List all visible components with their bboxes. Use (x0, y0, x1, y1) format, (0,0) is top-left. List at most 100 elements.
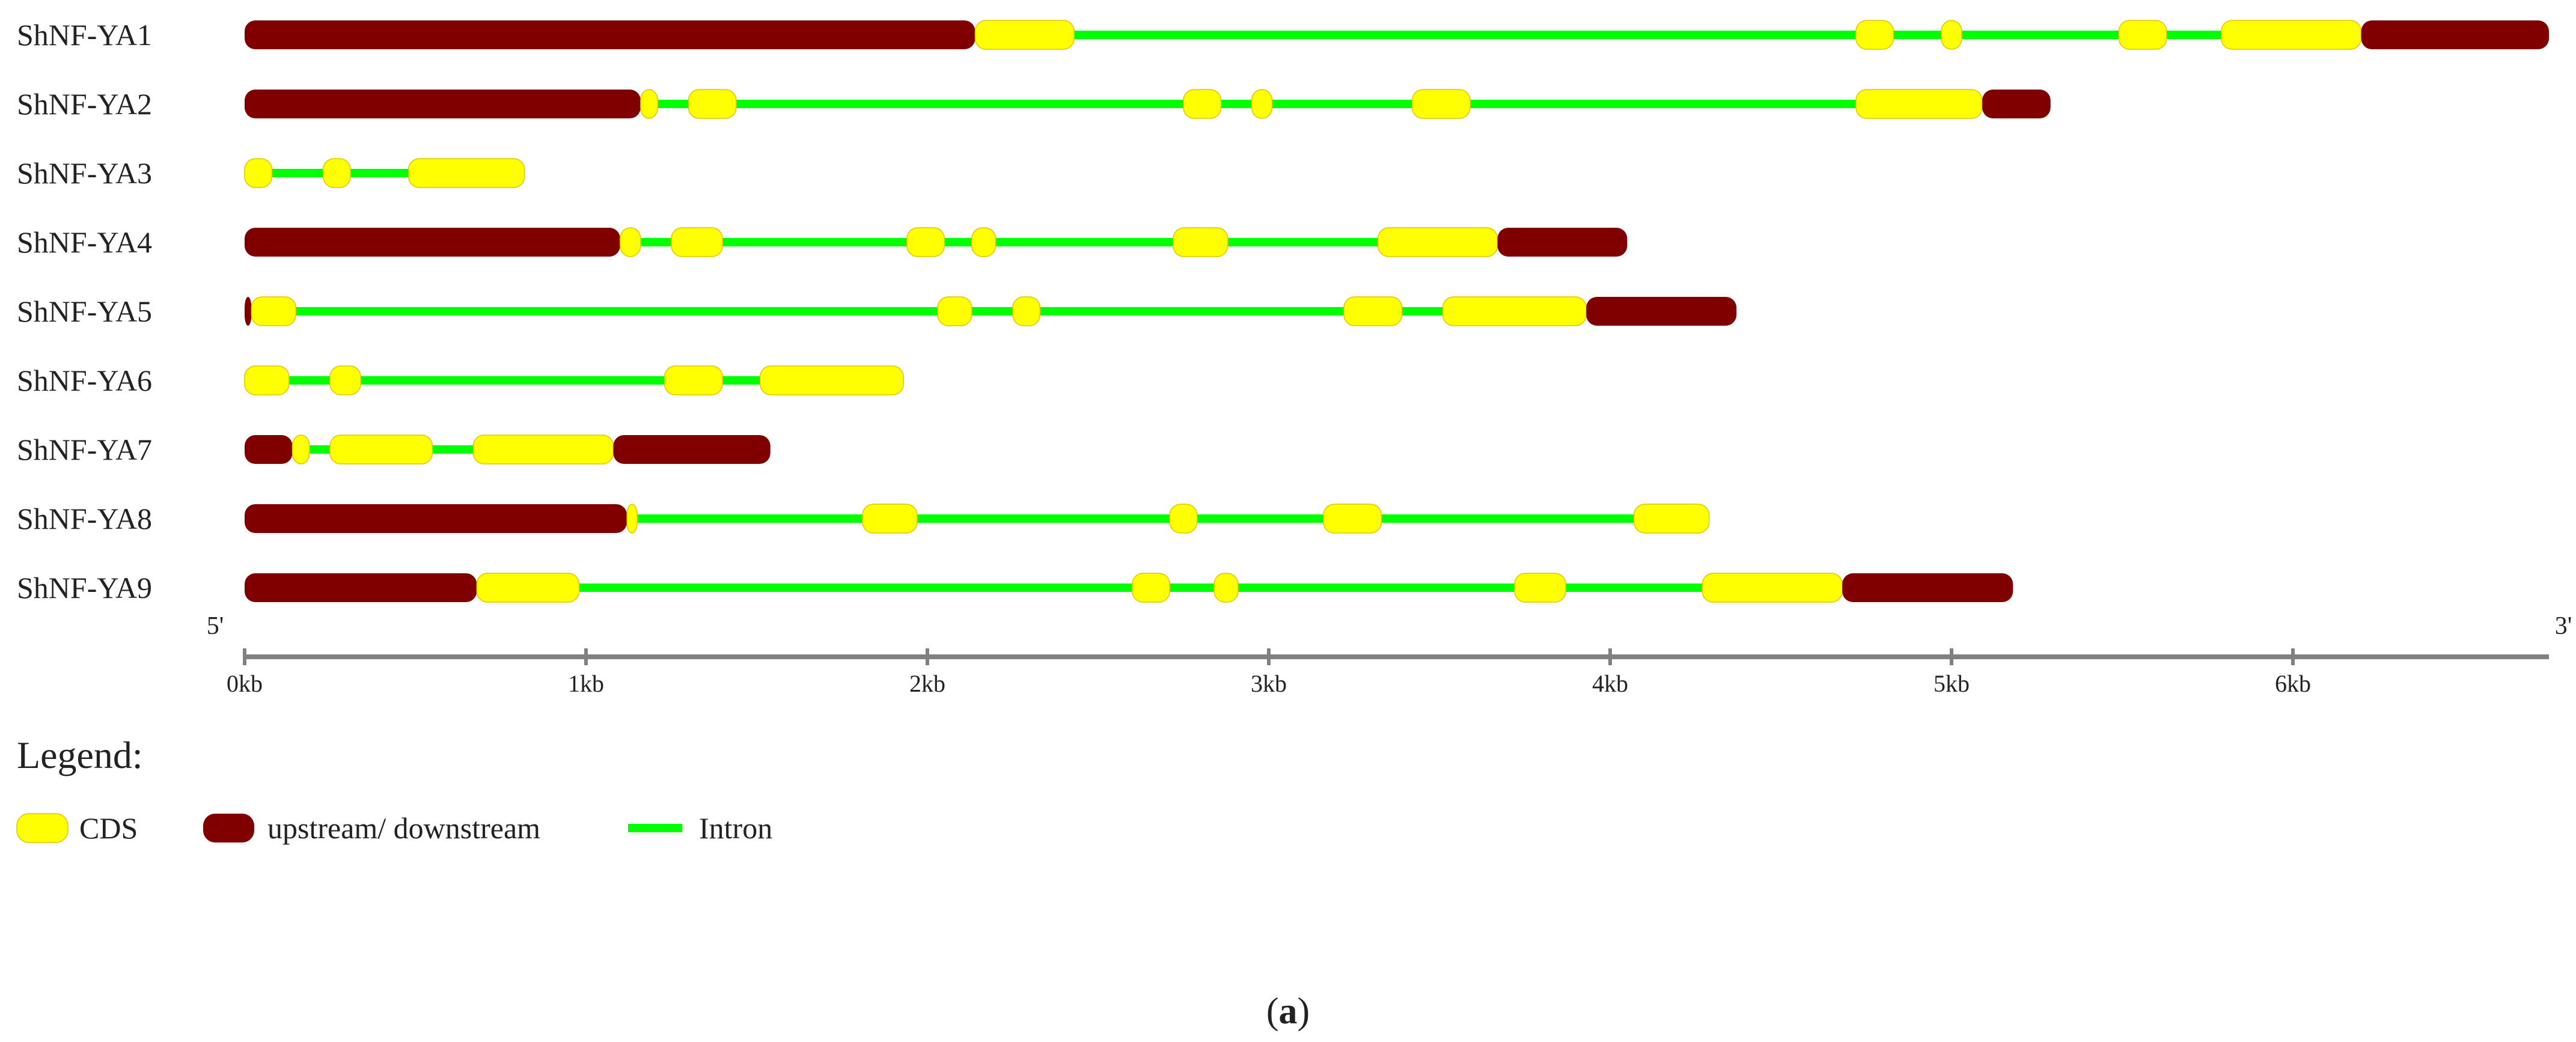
cds-exon (476, 573, 580, 603)
gene-label: ShNF-YA7 (17, 433, 152, 466)
cds-exon (1855, 20, 1894, 50)
legend-label: Intron (699, 811, 772, 845)
gene-label: ShNF-YA6 (17, 364, 152, 397)
caption-close: ) (1298, 991, 1310, 1032)
gene-track: ShNF-YA1 (17, 18, 2549, 52)
gene-label: ShNF-YA4 (17, 225, 152, 259)
gene-label: ShNF-YA1 (17, 18, 152, 52)
legend-label: CDS (79, 811, 138, 845)
legend-swatch-utr (203, 814, 254, 842)
legend-item: Intron (628, 811, 772, 845)
utr-segment (613, 435, 771, 464)
tick-label: 4kb (1592, 670, 1628, 697)
scale-axis: 5' 3' 0kb 1kb 2kb 3kb 4kb 5kb 6kb (207, 612, 2572, 697)
gene-label: ShNF-YA9 (17, 571, 152, 605)
tick-label: 6kb (2275, 670, 2311, 697)
cds-exon (1132, 573, 1171, 603)
cds-exon (1378, 227, 1498, 257)
intron-line (245, 376, 904, 385)
cds-exon (291, 434, 310, 465)
intron-line (245, 583, 2013, 592)
cds-exon (472, 434, 614, 465)
cds-exon (620, 227, 641, 257)
cds-exon (251, 296, 296, 326)
cds-exon (671, 227, 723, 257)
caption-letter: a (1279, 991, 1298, 1032)
cds-exon (1213, 573, 1239, 603)
cds-exon (2118, 20, 2167, 50)
utr-segment (245, 297, 252, 326)
cds-exon (1941, 20, 1962, 50)
three-prime-label: 3' (2555, 612, 2572, 640)
five-prime-label: 5' (207, 612, 224, 640)
utr-segment (1842, 573, 2013, 602)
cds-exon (407, 158, 525, 188)
legend-label: upstream/ downstream (267, 811, 540, 845)
cds-exon (640, 89, 659, 119)
cds-exon (1442, 296, 1587, 326)
cds-exon (329, 434, 433, 465)
gene-track: ShNF-YA2 (17, 87, 2051, 121)
cds-exon (1702, 573, 1843, 603)
utr-segment (245, 20, 975, 49)
legend-swatch-intron (628, 824, 682, 832)
cds-exon (937, 296, 972, 326)
tick-label: 3kb (1251, 670, 1287, 697)
cds-exon (1411, 89, 1471, 119)
utr-segment (1586, 297, 1737, 326)
gene-track: ShNF-YA9 (17, 571, 2013, 605)
legend-item: upstream/ downstream (203, 811, 540, 845)
cds-exon (1183, 89, 1222, 119)
cds-exon (1634, 504, 1710, 534)
caption-open: ( (1266, 991, 1279, 1032)
cds-exon (664, 365, 723, 395)
cds-exon (1343, 296, 1403, 326)
cds-exon (1251, 89, 1273, 119)
gene-track: ShNF-YA6 (17, 364, 904, 397)
gene-track: ShNF-YA5 (17, 294, 1737, 328)
cds-exon (2220, 20, 2362, 50)
cds-exon (688, 89, 737, 119)
cds-exon (1855, 89, 1983, 119)
gene-track: ShNF-YA3 (17, 156, 525, 190)
cds-exon (329, 365, 361, 395)
tick-label: 5kb (1934, 670, 1970, 697)
cds-exon (862, 504, 918, 534)
utr-segment (245, 504, 627, 533)
gene-label: ShNF-YA8 (17, 502, 152, 535)
cds-exon (322, 158, 351, 188)
legend-item: CDS (16, 811, 138, 845)
cds-exon (244, 365, 290, 395)
utr-segment (245, 435, 293, 464)
utr-segment (2361, 20, 2549, 49)
utr-segment (1497, 228, 1628, 257)
cds-exon (1012, 296, 1041, 326)
figure-caption: (a) (1266, 991, 1310, 1032)
utr-segment (245, 90, 641, 118)
cds-exon (971, 227, 997, 257)
cds-exon (1514, 573, 1566, 603)
cds-exon (974, 20, 1075, 50)
gene-label: ShNF-YA5 (17, 294, 152, 328)
legend-items: CDS upstream/ downstream Intron (16, 811, 772, 845)
cds-exon (626, 504, 638, 534)
cds-exon (906, 227, 945, 257)
gene-tracks: ShNF-YA1 ShNF-YA2 ShNF-YA3 ShNF-YA4 ShNF-YA5… (17, 18, 2549, 605)
gene-label: ShNF-YA2 (17, 87, 152, 121)
utr-segment (245, 228, 620, 257)
cds-exon (759, 365, 904, 395)
legend-swatch-cds (16, 813, 69, 843)
axis-ticks: 0kb 1kb 2kb 3kb 4kb 5kb 6kb (227, 648, 2311, 697)
tick-label: 0kb (227, 670, 263, 697)
gene-track: ShNF-YA4 (17, 225, 1628, 259)
legend-title: Legend: (17, 734, 143, 776)
utr-segment (1982, 90, 2051, 118)
tick-label: 1kb (568, 670, 604, 697)
gene-track: ShNF-YA7 (17, 433, 771, 466)
cds-exon (244, 158, 273, 188)
cds-exon (1323, 504, 1382, 534)
tick-label: 2kb (909, 670, 945, 697)
legend: Legend: CDS upstream/ downstream Intron (16, 734, 772, 845)
gene-label: ShNF-YA3 (17, 156, 152, 190)
